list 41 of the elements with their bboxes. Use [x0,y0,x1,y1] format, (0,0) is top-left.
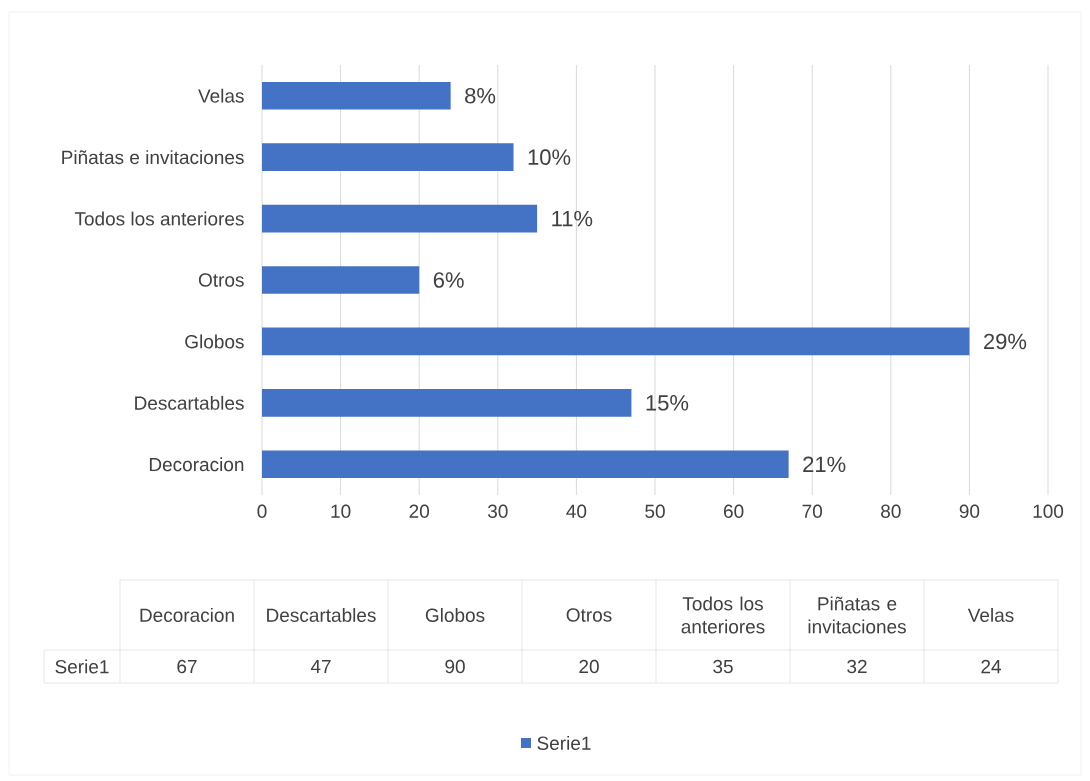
x-tick-label: 40 [566,504,587,518]
text: 35 [713,659,733,674]
annotation: 29% [984,333,1027,350]
text: 90 [445,659,465,674]
y-tick-label: Descartables [135,395,244,410]
x-tick-label: 30 [487,504,508,518]
text: 67 [177,659,197,674]
x-tick-label: 70 [802,504,823,518]
x-tick-label: 60 [724,504,744,518]
y-tick-label: Velas [198,88,244,103]
category-label: Globos [425,608,485,622]
annotation: 10% [528,149,571,165]
x-tick-label: 90 [959,504,980,518]
y-tick-label: Todos los anteriores [74,211,244,226]
text: 47 [310,659,331,674]
category-label: Descartables [267,608,376,622]
category-label: Velas [967,608,1014,622]
annotation: 8% [465,87,496,104]
y-tick-label: Globos [185,334,244,349]
x-tick-label: 10 [331,504,351,518]
annotation: 15% [646,395,689,411]
x-tick-label: 20 [409,504,430,518]
text: 24 [981,659,1002,674]
text: Serie1 [55,659,109,674]
x-tick-label: 100 [1033,504,1064,518]
y-tick-label: Otros [198,273,244,287]
text: 32 [847,659,867,674]
annotation: 21% [803,456,846,473]
y-tick-label: Piñatas e invitaciones [62,150,244,165]
category-label: Otros [566,608,612,622]
legend-label: Serie1 [537,736,591,750]
category-label: Todos los anteriores [681,596,765,634]
annotation: 6% [433,272,464,288]
text: 20 [579,659,599,674]
y-tick-label: Decoracion [149,457,244,472]
category-label: Decoracion [140,608,234,622]
x-tick-label: 50 [645,504,665,518]
x-tick-label: 80 [881,504,901,518]
category-label: Piñatas e invitaciones [808,596,906,634]
x-tick-label: 0 [257,504,267,518]
annotation: 11% [552,210,593,227]
